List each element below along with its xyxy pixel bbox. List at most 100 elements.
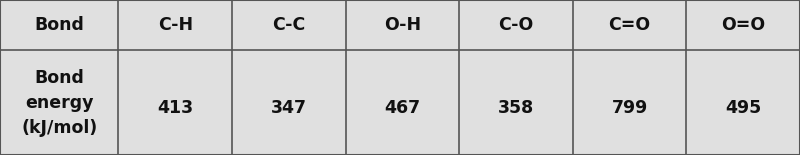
Bar bbox=[16, 0, 19, 155]
Bar bbox=[208, 0, 211, 155]
Bar bbox=[88, 0, 91, 155]
Bar bbox=[80, 0, 83, 155]
Bar bbox=[616, 0, 619, 155]
Bar bbox=[488, 0, 491, 155]
Text: 495: 495 bbox=[725, 99, 762, 117]
Bar bbox=[608, 0, 611, 155]
Text: C=O: C=O bbox=[609, 16, 650, 34]
Bar bbox=[704, 0, 707, 155]
Bar bbox=[192, 0, 195, 155]
Bar bbox=[256, 0, 259, 155]
Bar bbox=[600, 0, 603, 155]
Bar bbox=[320, 0, 323, 155]
Text: O=O: O=O bbox=[721, 16, 766, 34]
Bar bbox=[496, 0, 499, 155]
Bar bbox=[696, 0, 699, 155]
Bar bbox=[648, 0, 651, 155]
Bar bbox=[784, 0, 787, 155]
Bar bbox=[584, 0, 587, 155]
Bar bbox=[592, 0, 595, 155]
Bar bbox=[112, 0, 115, 155]
Bar bbox=[640, 0, 643, 155]
Bar bbox=[248, 0, 251, 155]
Bar bbox=[712, 0, 715, 155]
Bar bbox=[672, 0, 675, 155]
Bar bbox=[136, 0, 139, 155]
Bar bbox=[728, 0, 731, 155]
Bar bbox=[688, 0, 691, 155]
Text: 413: 413 bbox=[157, 99, 194, 117]
Bar bbox=[544, 0, 547, 155]
Bar bbox=[456, 0, 459, 155]
Bar bbox=[656, 0, 659, 155]
Bar bbox=[120, 0, 123, 155]
Bar bbox=[176, 0, 179, 155]
Bar bbox=[336, 0, 339, 155]
Bar bbox=[416, 0, 419, 155]
Bar bbox=[240, 0, 243, 155]
Bar bbox=[768, 0, 771, 155]
Bar bbox=[736, 0, 739, 155]
Bar bbox=[200, 0, 203, 155]
Bar bbox=[216, 0, 219, 155]
Bar bbox=[424, 0, 427, 155]
Bar bbox=[56, 0, 59, 155]
Bar bbox=[360, 0, 363, 155]
Bar bbox=[760, 0, 763, 155]
Bar bbox=[624, 0, 627, 155]
Bar bbox=[664, 0, 667, 155]
Bar bbox=[512, 0, 515, 155]
Bar bbox=[224, 0, 227, 155]
Bar bbox=[744, 0, 747, 155]
Bar bbox=[552, 0, 555, 155]
Bar bbox=[328, 0, 331, 155]
Text: C-O: C-O bbox=[498, 16, 534, 34]
Bar bbox=[792, 0, 795, 155]
Bar bbox=[184, 0, 187, 155]
Bar bbox=[0, 0, 3, 155]
Bar bbox=[312, 0, 315, 155]
Bar bbox=[504, 0, 507, 155]
Bar bbox=[408, 0, 411, 155]
Bar bbox=[264, 0, 267, 155]
Bar bbox=[64, 0, 67, 155]
Bar bbox=[568, 0, 571, 155]
Text: 347: 347 bbox=[270, 99, 307, 117]
Text: 358: 358 bbox=[498, 99, 534, 117]
Bar bbox=[232, 0, 235, 155]
Bar bbox=[48, 0, 51, 155]
Bar bbox=[632, 0, 635, 155]
Bar bbox=[0, 0, 800, 50]
Bar bbox=[288, 0, 291, 155]
Bar bbox=[152, 0, 155, 155]
Bar bbox=[776, 0, 779, 155]
Bar bbox=[376, 0, 379, 155]
Bar bbox=[720, 0, 723, 155]
Bar bbox=[96, 0, 99, 155]
Text: C-H: C-H bbox=[158, 16, 193, 34]
Bar bbox=[168, 0, 171, 155]
Bar bbox=[160, 0, 163, 155]
Bar bbox=[472, 0, 475, 155]
Bar bbox=[464, 0, 467, 155]
Bar bbox=[528, 0, 531, 155]
Bar bbox=[8, 0, 11, 155]
Bar bbox=[304, 0, 307, 155]
Bar bbox=[368, 0, 371, 155]
Text: Bond: Bond bbox=[34, 16, 84, 34]
Bar bbox=[400, 0, 403, 155]
Bar bbox=[144, 0, 147, 155]
Bar bbox=[392, 0, 395, 155]
Bar bbox=[128, 0, 131, 155]
Bar bbox=[520, 0, 523, 155]
Bar bbox=[560, 0, 563, 155]
Bar bbox=[296, 0, 299, 155]
Text: C-C: C-C bbox=[272, 16, 306, 34]
Bar bbox=[104, 0, 107, 155]
Bar bbox=[576, 0, 579, 155]
Bar bbox=[752, 0, 755, 155]
Bar bbox=[384, 0, 387, 155]
Bar bbox=[480, 0, 483, 155]
Bar bbox=[32, 0, 35, 155]
Bar bbox=[24, 0, 27, 155]
